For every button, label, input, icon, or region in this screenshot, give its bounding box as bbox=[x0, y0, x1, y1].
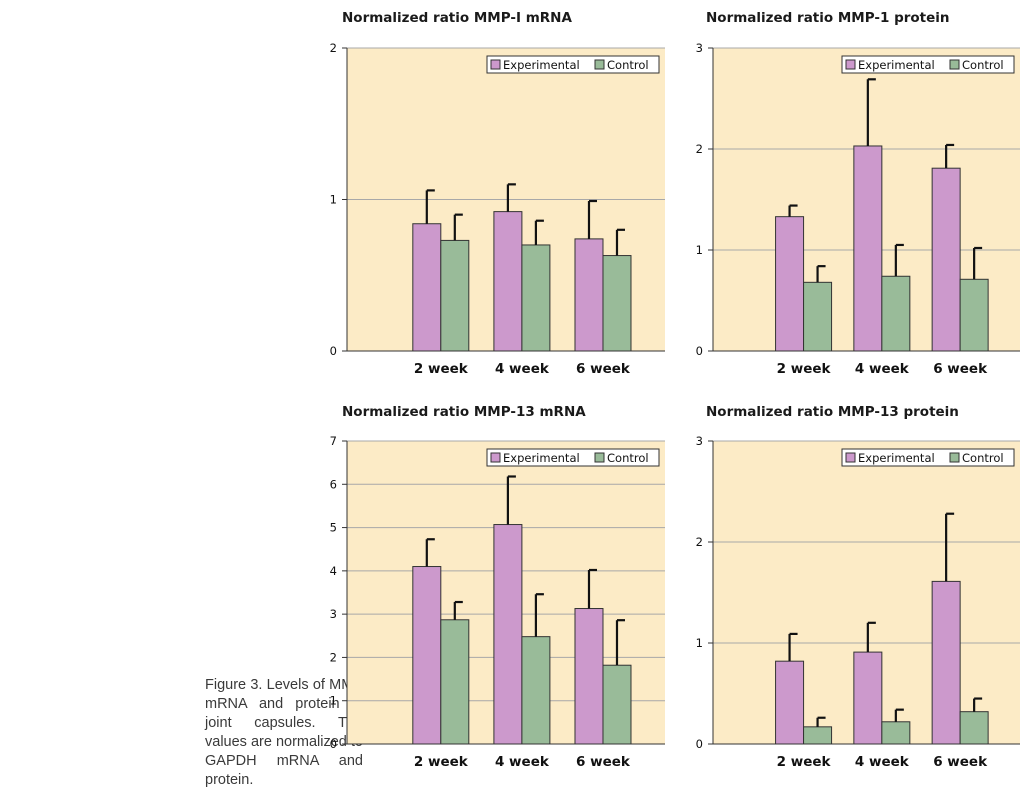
bar-control-2 bbox=[881, 721, 911, 745]
bar-control-2 bbox=[881, 275, 911, 352]
x-category-label: 4 week bbox=[495, 754, 550, 770]
bar-experimental-3 bbox=[931, 167, 961, 352]
legend-label-experimental: Experimental bbox=[503, 451, 580, 465]
y-tick-label: 1 bbox=[330, 193, 337, 207]
legend-box bbox=[841, 448, 1015, 467]
legend-label-control: Control bbox=[607, 451, 649, 465]
y-tick-label: 2 bbox=[330, 650, 337, 664]
y-tick-label: 1 bbox=[696, 636, 703, 650]
y-tick-label: 1 bbox=[330, 694, 337, 708]
bar-experimental-1 bbox=[775, 216, 805, 352]
x-category-label: 2 week bbox=[777, 754, 832, 770]
legend-swatch-experimental bbox=[490, 452, 501, 463]
y-tick-label: 3 bbox=[696, 434, 703, 448]
x-category-label: 4 week bbox=[495, 361, 550, 377]
y-tick-label: 0 bbox=[696, 344, 703, 358]
bar-control-3 bbox=[959, 711, 989, 745]
y-tick-label: 2 bbox=[696, 535, 703, 549]
x-category-label: 4 week bbox=[855, 754, 910, 770]
legend-box bbox=[841, 55, 1015, 74]
legend-label-experimental: Experimental bbox=[858, 451, 935, 465]
y-tick-label: 7 bbox=[330, 434, 337, 448]
bar-control-3 bbox=[602, 255, 632, 352]
legend-swatch-experimental bbox=[490, 59, 501, 70]
y-tick-label: 1 bbox=[696, 243, 703, 257]
chart-title-mmp1-mrna: Normalized ratio MMP-I mRNA bbox=[342, 10, 572, 26]
bar-experimental-1 bbox=[775, 660, 805, 745]
x-category-label: 2 week bbox=[414, 754, 469, 770]
bar-experimental-2 bbox=[493, 211, 523, 352]
legend-label-control: Control bbox=[962, 58, 1004, 72]
legend-swatch-control bbox=[949, 452, 960, 463]
bar-control-1 bbox=[440, 239, 470, 352]
y-tick-label: 3 bbox=[330, 607, 337, 621]
bar-experimental-1 bbox=[412, 223, 442, 352]
bar-experimental-3 bbox=[574, 238, 604, 352]
legend-swatch-experimental bbox=[845, 452, 856, 463]
legend-label-experimental: Experimental bbox=[503, 58, 580, 72]
bar-control-3 bbox=[959, 278, 989, 352]
legend-box bbox=[486, 448, 660, 467]
charts-canvas: 0 1 2 2 week 4 week 6 week Experimental Control… bbox=[330, 41, 1020, 770]
y-tick-label: 2 bbox=[330, 41, 337, 55]
y-tick-label: 2 bbox=[696, 142, 703, 156]
x-category-label: 6 week bbox=[933, 361, 988, 377]
bar-control-1 bbox=[803, 726, 833, 745]
legend-swatch-experimental bbox=[845, 59, 856, 70]
y-tick-label: 0 bbox=[330, 344, 337, 358]
x-category-label: 6 week bbox=[933, 754, 988, 770]
legend-swatch-control bbox=[594, 59, 605, 70]
y-tick-label: 0 bbox=[330, 737, 337, 751]
x-category-label: 2 week bbox=[414, 361, 469, 377]
legend-label-experimental: Experimental bbox=[858, 58, 935, 72]
y-tick-label: 0 bbox=[696, 737, 703, 751]
legend-box bbox=[486, 55, 660, 74]
legend-swatch-control bbox=[594, 452, 605, 463]
bar-control-1 bbox=[440, 619, 470, 745]
y-tick-label: 4 bbox=[330, 564, 337, 578]
legend-label-control: Control bbox=[962, 451, 1004, 465]
chart-title-mmp1-protein: Normalized ratio MMP-1 protein bbox=[706, 10, 950, 26]
bar-control-3 bbox=[602, 664, 632, 745]
chart-title-mmp13-mrna: Normalized ratio MMP-13 mRNA bbox=[342, 404, 586, 420]
x-category-label: 2 week bbox=[777, 361, 832, 377]
figure-caption: Figure 3. Levels of MMP mRNA and protein… bbox=[205, 677, 363, 788]
chart-title-mmp13-protein: Normalized ratio MMP-13 protein bbox=[706, 404, 959, 420]
bar-experimental-2 bbox=[853, 145, 883, 352]
x-category-label: 6 week bbox=[576, 361, 631, 377]
bar-experimental-2 bbox=[853, 651, 883, 745]
x-category-label: 4 week bbox=[855, 361, 910, 377]
y-tick-label: 3 bbox=[696, 41, 703, 55]
y-tick-label: 5 bbox=[330, 521, 337, 535]
bar-experimental-2 bbox=[493, 524, 523, 745]
bar-experimental-3 bbox=[574, 608, 604, 745]
x-category-label: 6 week bbox=[576, 754, 631, 770]
y-tick-label: 6 bbox=[330, 477, 337, 491]
legend-label-control: Control bbox=[607, 58, 649, 72]
bar-experimental-3 bbox=[931, 580, 961, 745]
bar-experimental-1 bbox=[412, 566, 442, 745]
bar-control-2 bbox=[521, 636, 551, 745]
bar-control-2 bbox=[521, 244, 551, 352]
bar-control-1 bbox=[803, 281, 833, 352]
legend-swatch-control bbox=[949, 59, 960, 70]
